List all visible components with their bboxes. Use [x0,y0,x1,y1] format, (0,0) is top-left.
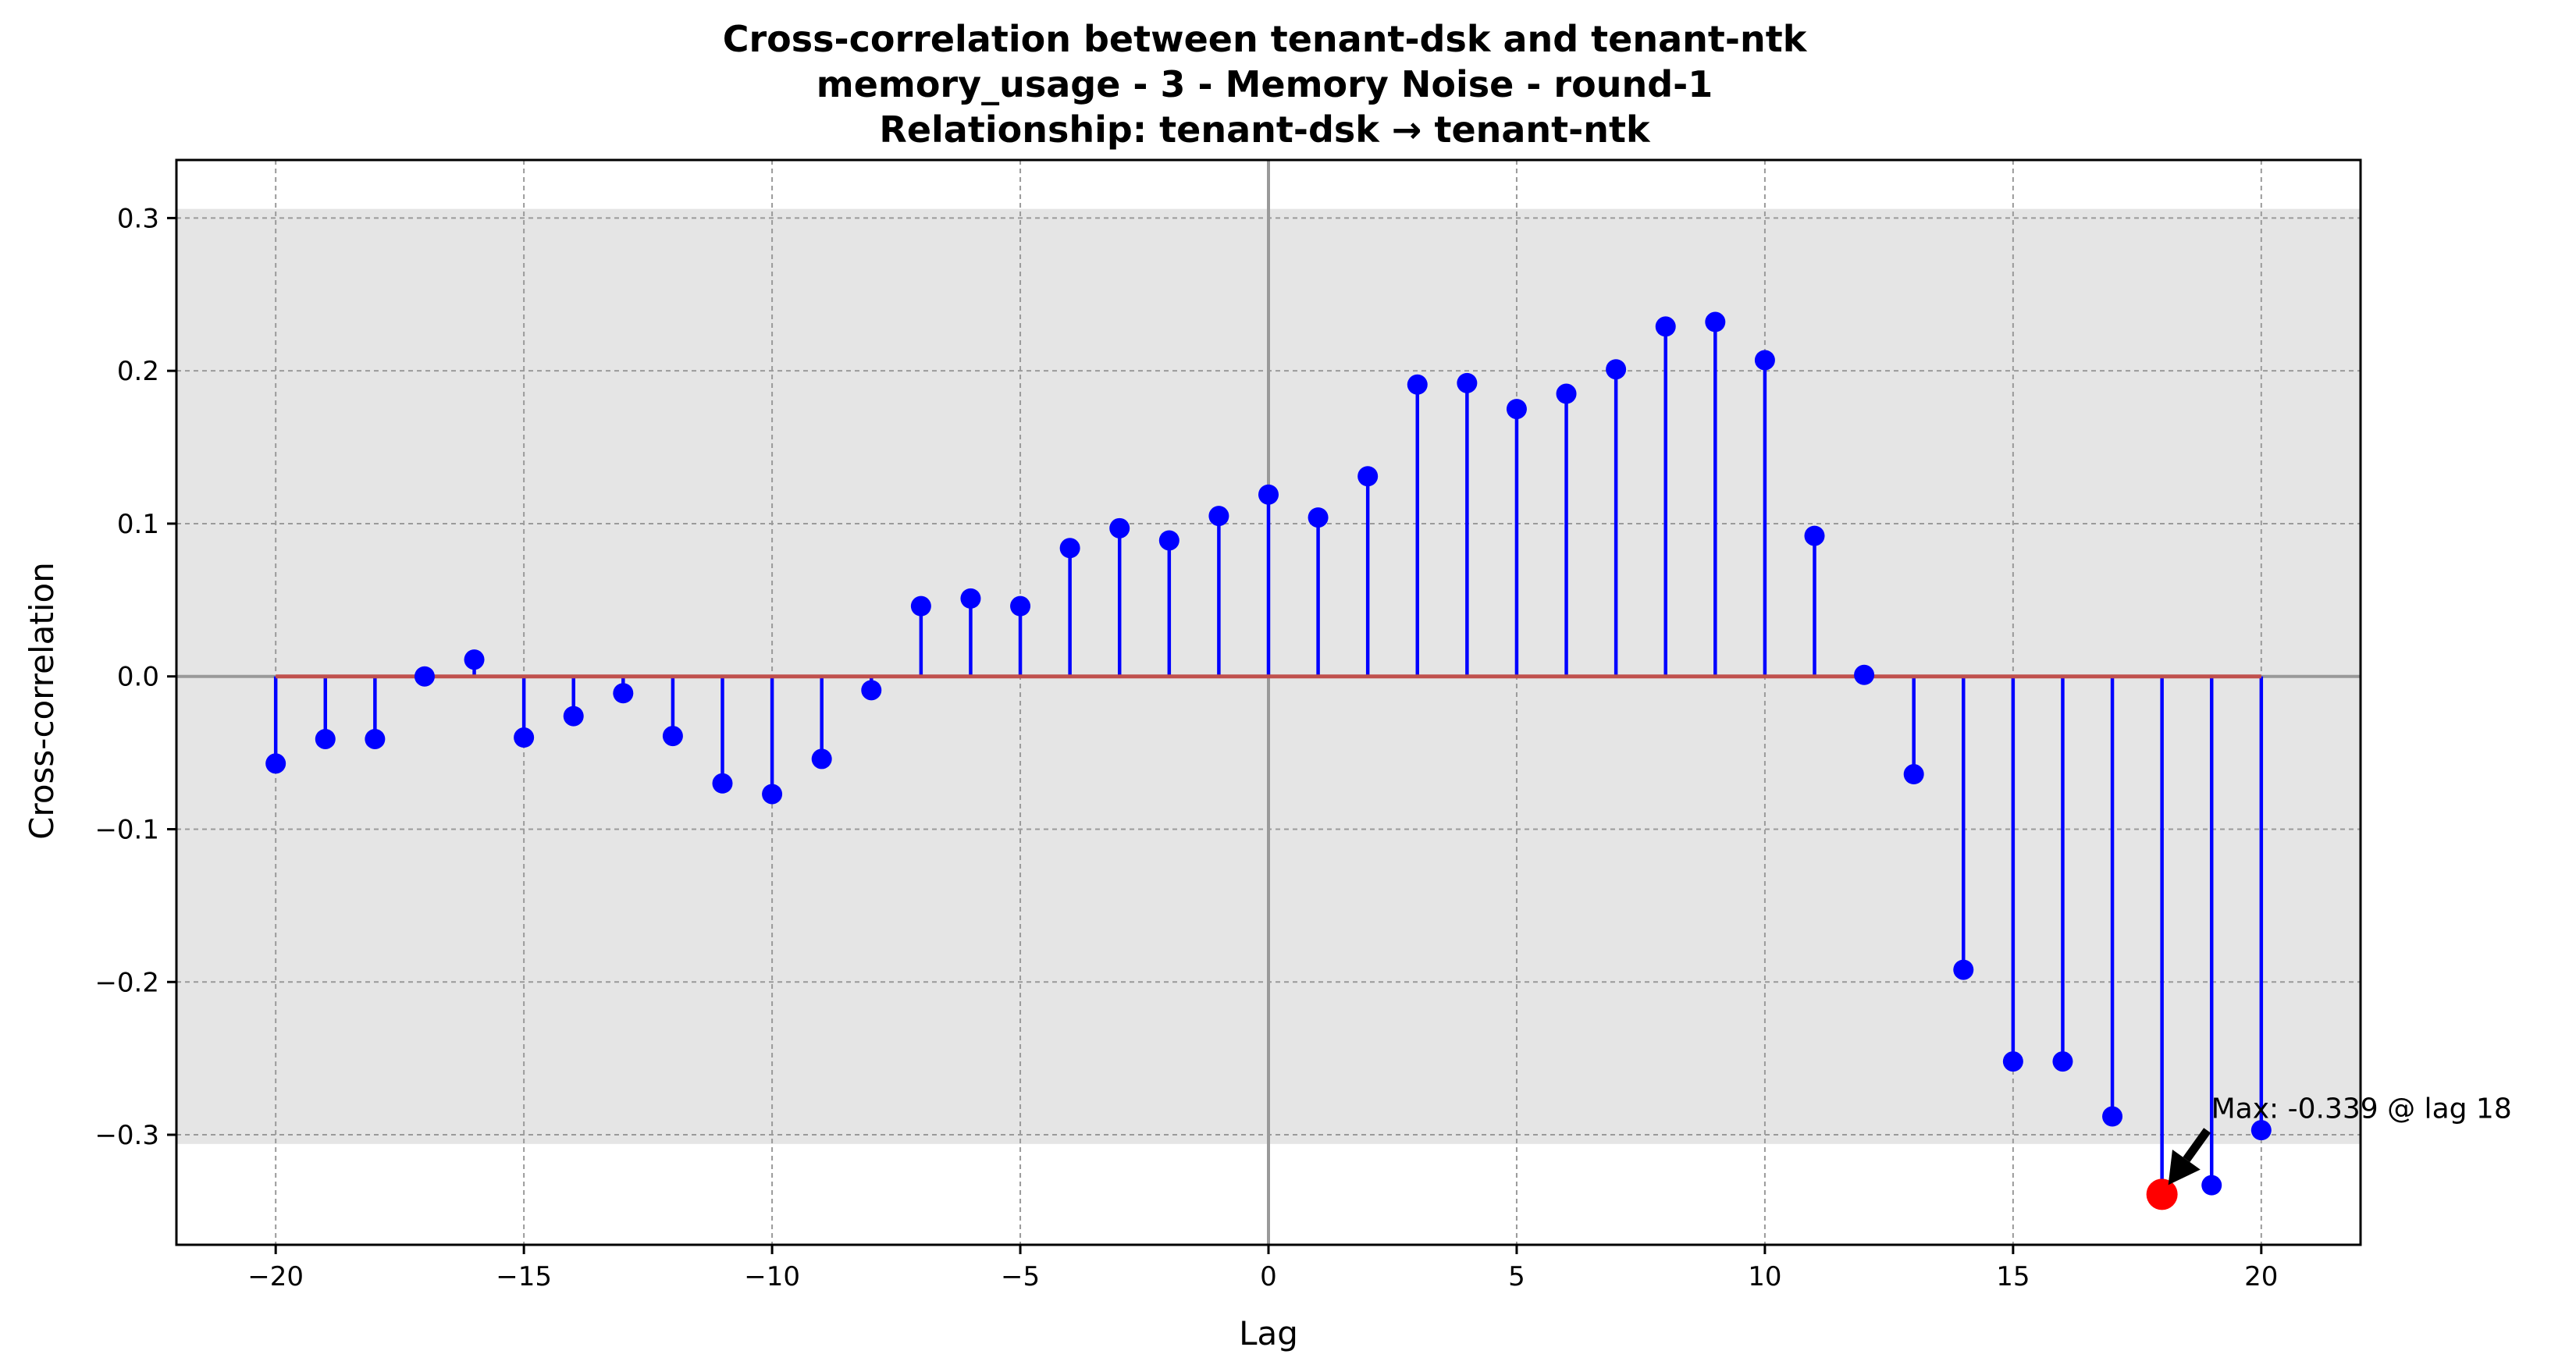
data-point [2250,1120,2272,1141]
data-point [2002,1051,2023,1072]
data-point [811,748,832,770]
data-point [910,595,931,617]
y-axis-label: Cross-correlation [23,562,61,840]
data-point [1854,664,1875,685]
y-tick-label: 0.1 [117,509,159,540]
data-point [1655,316,1676,337]
plot-area: Max: -0.339 @ lag 18−20 −15 −10 −5 0 5 10 15 20−… [94,158,2512,1292]
data-point [1754,350,1775,371]
y-tick-label: 0.0 [117,662,159,693]
data-point [613,683,634,704]
data-point [1556,383,1577,404]
data-point [1953,959,1974,980]
data-point [563,706,584,727]
x-tick-label: 10 [1748,1261,1781,1292]
data-point [1705,311,1726,332]
data-point [315,728,336,749]
data-point [514,727,535,748]
data-point [1357,466,1379,487]
data-point [1109,517,1130,538]
data-point [365,728,386,749]
x-tick-label: −5 [1001,1261,1040,1292]
data-point [1010,595,1031,617]
chart-title-line-3: Relationship: tenant-dsk → tenant-ntk [879,108,1651,151]
data-point [1208,506,1229,527]
data-point [414,666,435,687]
data-point [1903,764,1924,785]
x-tick-label: 0 [1260,1261,1277,1292]
y-tick-label: −0.1 [94,814,159,845]
data-point [1158,530,1179,551]
data-point [265,753,286,774]
data-point [2201,1175,2222,1196]
data-point [1457,372,1478,393]
data-point [662,726,683,747]
x-axis-label: Lag [1239,1314,1298,1352]
data-point [1258,484,1279,505]
data-point [712,773,733,794]
y-tick-label: 0.3 [117,203,159,234]
x-tick-label: 5 [1508,1261,1525,1292]
data-point [861,680,882,701]
x-tick-label: −20 [247,1261,304,1292]
annotation-arrow-head [2168,1150,2201,1185]
data-point [762,784,783,805]
x-tick-label: −10 [744,1261,800,1292]
max-point-marker [2146,1178,2178,1210]
y-tick-label: −0.3 [94,1120,159,1151]
data-point [464,649,485,670]
x-tick-label: 20 [2244,1261,2278,1292]
data-point [1606,359,1627,380]
data-point [1804,525,1825,546]
chart-title-line-1: Cross-correlation between tenant-dsk and… [723,18,1808,60]
data-point [1506,399,1527,420]
data-point [960,588,981,609]
data-point [1407,374,1428,395]
chart-title-line-2: memory_usage - 3 - Memory Noise - round-… [817,63,1713,105]
y-tick-label: 0.2 [117,356,159,387]
data-point [2102,1106,2123,1127]
y-tick-label: −0.2 [94,967,159,998]
data-point [1059,538,1080,559]
x-tick-label: 15 [1996,1261,2030,1292]
x-tick-label: −15 [496,1261,552,1292]
data-point [2052,1051,2073,1072]
data-point [1308,507,1329,528]
annotation-arrow-shaft [2183,1128,2211,1163]
